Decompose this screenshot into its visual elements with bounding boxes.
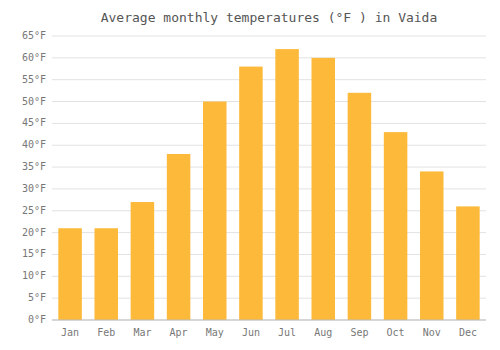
x-axis-line (52, 320, 486, 321)
y-tick-label: 15°F (22, 248, 46, 259)
title: Average monthly temperatures (°F ) in Va… (101, 10, 438, 25)
y-tick-label: 10°F (22, 270, 46, 281)
x-tick-label: Mar (133, 327, 151, 338)
grid-line (52, 79, 486, 80)
x-tick-label: Jan (61, 327, 79, 338)
y-tick-label: 45°F (22, 117, 46, 128)
y-tick-label: 20°F (22, 227, 46, 238)
x-axis: Jan Feb Mar Apr May Jun Jul Aug Sep Oct Nov Dec (52, 320, 486, 338)
y-tick-label: 30°F (22, 183, 46, 194)
x-tick-label: Aug (314, 327, 332, 338)
bars (58, 49, 479, 320)
y-tick-label: 25°F (22, 205, 46, 216)
chart: Average monthly temperatures (°F ) in Va… (0, 0, 500, 350)
bar (131, 202, 155, 320)
bar (348, 93, 372, 320)
x-tick-label: Jun (242, 327, 260, 338)
grid-line (52, 57, 486, 58)
x-tick-label: Nov (423, 327, 441, 338)
y-tick-label: 5°F (28, 292, 46, 303)
chart-container: Average monthly temperatures (°F ) in Va… (0, 0, 500, 350)
bar (94, 228, 118, 320)
y-tick-label: 0°F (28, 314, 46, 325)
y-tick-label: 40°F (22, 139, 46, 150)
bar (167, 154, 191, 320)
bar (58, 228, 82, 320)
grid-line (52, 36, 486, 37)
bar (239, 67, 263, 320)
y-axis: 0°F 5°F 10°F 15°F 20°F 25°F 30°F 35°F 40°F 45°F 50… (22, 30, 486, 325)
bar (420, 171, 444, 320)
y-tick-label: 50°F (22, 96, 46, 107)
y-tick-label: 60°F (22, 52, 46, 63)
x-tick-label: Dec (459, 327, 477, 338)
grid-line (52, 123, 486, 124)
y-tick-label: 55°F (22, 74, 46, 85)
x-tick-label: Jul (278, 327, 296, 338)
grid-line (52, 167, 486, 168)
bar (384, 132, 408, 320)
y-tick-label: 65°F (22, 30, 46, 41)
x-tick-label: Sep (350, 327, 368, 338)
bar (275, 49, 299, 320)
grid-line (52, 145, 486, 146)
x-tick-label: Oct (387, 327, 405, 338)
x-tick-label: May (206, 327, 224, 338)
bar (311, 58, 335, 320)
bar (456, 206, 480, 320)
x-tick-label: Apr (170, 327, 188, 338)
bar (203, 102, 227, 320)
grid-line (52, 320, 486, 321)
y-tick-label: 35°F (22, 161, 46, 172)
x-tick-label: Feb (97, 327, 115, 338)
grid-line (52, 101, 486, 102)
